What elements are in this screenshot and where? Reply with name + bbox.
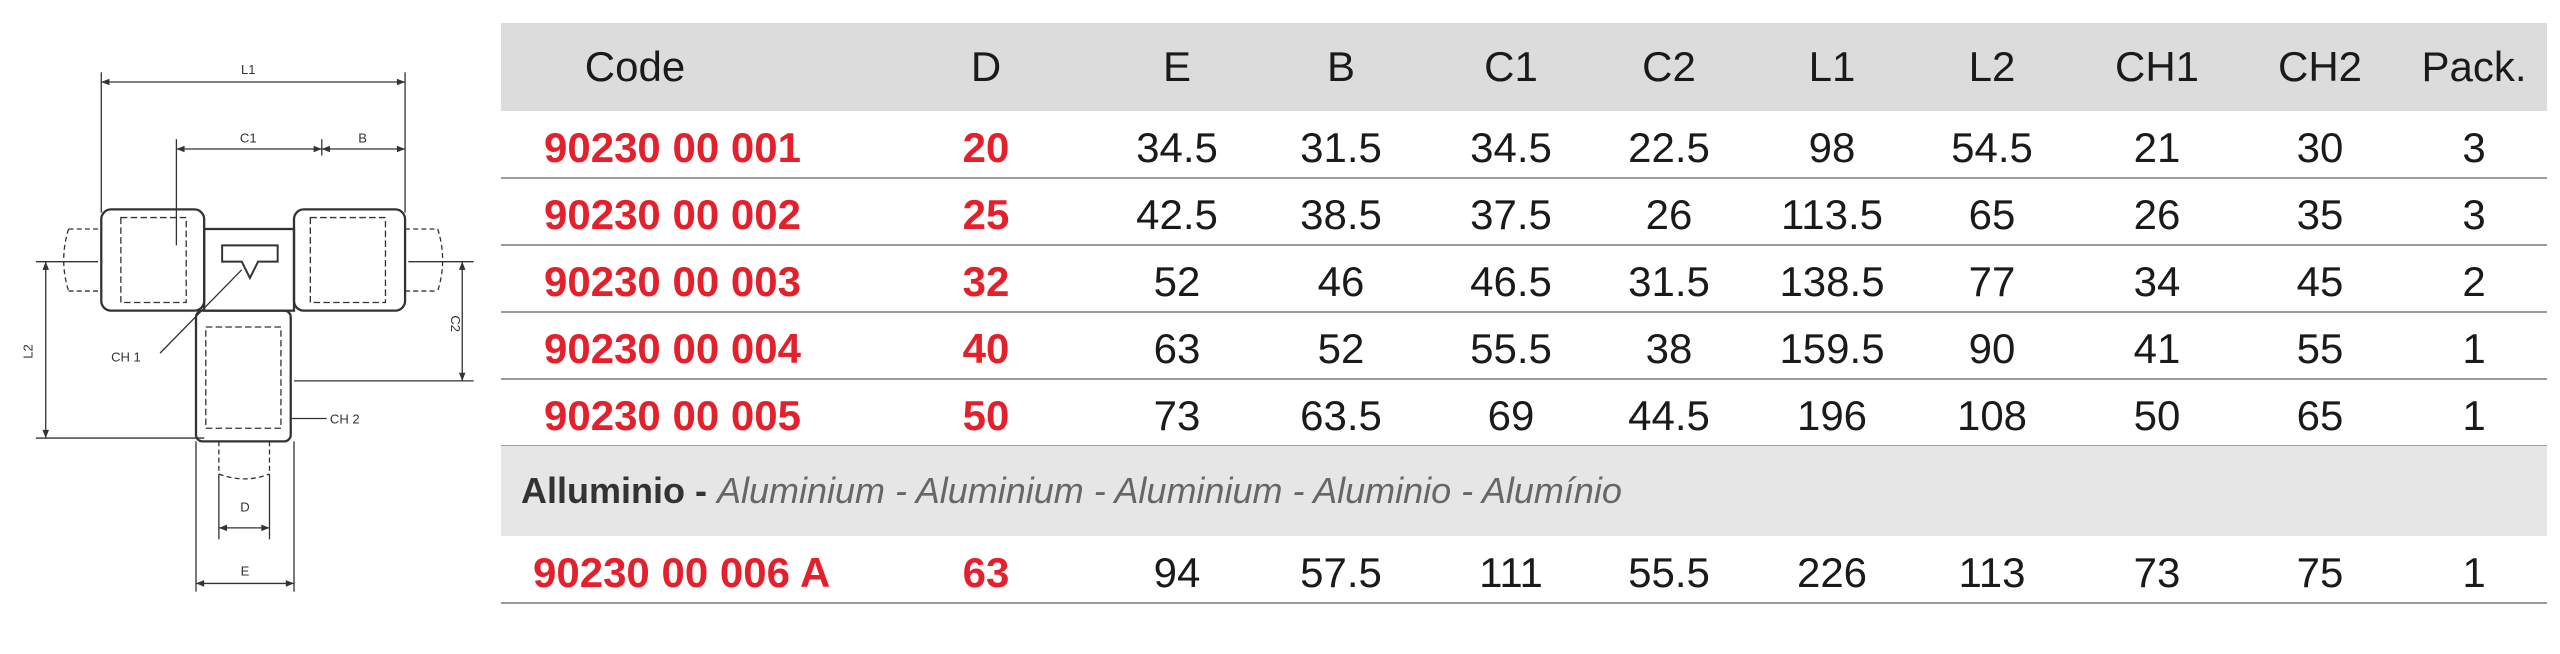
dim-label: C1 bbox=[240, 130, 257, 145]
table-cell: 52 bbox=[1153, 257, 1201, 305]
table-cell: 35 bbox=[2296, 190, 2344, 238]
product-code: 90230 00 006 A bbox=[533, 548, 831, 596]
table-cell: 46.5 bbox=[1470, 257, 1552, 305]
table-cell: 42.5 bbox=[1136, 190, 1218, 238]
table-cell: 52 bbox=[1317, 324, 1365, 372]
product-code: 90230 00 005 bbox=[544, 391, 801, 439]
column-header: L2 bbox=[1968, 43, 2016, 90]
table-cell: 44.5 bbox=[1628, 391, 1710, 439]
table-cell: 32 bbox=[962, 257, 1010, 305]
table-cell: 31.5 bbox=[1300, 123, 1382, 171]
table-cell: 21 bbox=[2133, 123, 2181, 171]
table-cell: 41 bbox=[2133, 324, 2181, 372]
row-rule bbox=[501, 602, 2547, 604]
table-cell: 38.5 bbox=[1300, 190, 1382, 238]
table-cell: 65 bbox=[2296, 391, 2344, 439]
table-cell: 65 bbox=[1968, 190, 2016, 238]
section-heading: Alluminio - Aluminium - Aluminium - Alum… bbox=[521, 470, 1622, 512]
table-cell: 226 bbox=[1796, 548, 1868, 596]
table-cell: 54.5 bbox=[1951, 123, 2033, 171]
table-cell: 159.5 bbox=[1779, 324, 1885, 372]
table-cell: 75 bbox=[2296, 548, 2344, 596]
table-cell: 37.5 bbox=[1470, 190, 1552, 238]
column-header: L1 bbox=[1808, 43, 1856, 90]
product-code: 90230 00 001 bbox=[544, 123, 801, 171]
table-cell: 138.5 bbox=[1779, 257, 1885, 305]
dim-label: B bbox=[358, 130, 367, 145]
table-cell: 55.5 bbox=[1628, 548, 1710, 596]
table-cell: 1 bbox=[2462, 324, 2486, 372]
fitting-drawing: L1 C1 B L2 C2 CH 1 CH 2 D E bbox=[21, 62, 474, 592]
table-cell: 113 bbox=[1958, 548, 2026, 596]
table-cell: 108 bbox=[1956, 391, 2028, 439]
material-name: Alluminio - bbox=[521, 470, 707, 511]
dim-label: CH 1 bbox=[111, 349, 141, 364]
table-cell: 73 bbox=[2133, 548, 2181, 596]
table-cell: 77 bbox=[1968, 257, 2016, 305]
table-cell: 25 bbox=[962, 190, 1010, 238]
table-cell: 40 bbox=[962, 324, 1010, 372]
table-cell: 69 bbox=[1487, 391, 1535, 439]
column-header: CH1 bbox=[2114, 43, 2200, 90]
table-cell: 50 bbox=[962, 391, 1010, 439]
column-header: E bbox=[1162, 43, 1192, 90]
table-cell: 38 bbox=[1645, 324, 1693, 372]
table-cell: 26 bbox=[1645, 190, 1693, 238]
table-cell: 34.5 bbox=[1470, 123, 1552, 171]
table-cell: 73 bbox=[1153, 391, 1201, 439]
table-cell: 20 bbox=[962, 123, 1010, 171]
table-cell: 3 bbox=[2462, 123, 2486, 171]
row-rule bbox=[501, 177, 2547, 179]
table-cell: 55.5 bbox=[1470, 324, 1552, 372]
table-cell: 63 bbox=[1153, 324, 1201, 372]
column-header: Pack. bbox=[2421, 43, 2527, 90]
column-header: Code bbox=[584, 43, 686, 90]
table-cell: 45 bbox=[2296, 257, 2344, 305]
table-cell: 30 bbox=[2296, 123, 2344, 171]
table-cell: 26 bbox=[2133, 190, 2181, 238]
column-header: C2 bbox=[1642, 43, 1696, 90]
table-cell: 3 bbox=[2462, 190, 2486, 238]
table-cell: 2 bbox=[2462, 257, 2486, 305]
dim-label: L2 bbox=[21, 344, 36, 359]
dim-label: L1 bbox=[241, 62, 256, 77]
row-rule bbox=[501, 378, 2547, 380]
dim-label: CH 2 bbox=[330, 411, 360, 426]
dim-label: C2 bbox=[448, 315, 463, 332]
column-header: D bbox=[970, 43, 1002, 90]
table-cell: 57.5 bbox=[1300, 548, 1382, 596]
product-code: 90230 00 002 bbox=[544, 190, 801, 238]
table-cell: 50 bbox=[2133, 391, 2181, 439]
table-cell: 63.5 bbox=[1300, 391, 1382, 439]
product-code: 90230 00 003 bbox=[544, 257, 801, 305]
table-cell: 1 bbox=[2462, 548, 2486, 596]
table-cell: 55 bbox=[2296, 324, 2344, 372]
table-cell: 34 bbox=[2133, 257, 2181, 305]
table-cell: 94 bbox=[1153, 548, 1201, 596]
table-cell: 63 bbox=[962, 548, 1010, 596]
table-cell: 90 bbox=[1968, 324, 2016, 372]
table-cell: 196 bbox=[1796, 391, 1868, 439]
column-header: CH2 bbox=[2277, 43, 2363, 90]
column-header: B bbox=[1326, 43, 1356, 90]
dim-label: E bbox=[241, 563, 250, 578]
row-rule bbox=[501, 311, 2547, 313]
material-translations: Aluminium - Aluminium - Aluminium - Alum… bbox=[717, 470, 1622, 511]
table-cell: 111 bbox=[1479, 548, 1543, 596]
product-code: 90230 00 004 bbox=[544, 324, 801, 372]
table-cell: 113.5 bbox=[1781, 190, 1883, 238]
table-cell: 46 bbox=[1317, 257, 1365, 305]
table-cell: 1 bbox=[2462, 391, 2486, 439]
table-cell: 22.5 bbox=[1628, 123, 1710, 171]
table-cell: 34.5 bbox=[1136, 123, 1218, 171]
header-band bbox=[501, 23, 2547, 111]
table-cell: 98 bbox=[1808, 123, 1856, 171]
dim-label: D bbox=[240, 500, 249, 515]
row-rule bbox=[501, 244, 2547, 246]
section-band bbox=[501, 446, 2547, 536]
column-header: C1 bbox=[1484, 43, 1538, 90]
table-cell: 31.5 bbox=[1628, 257, 1710, 305]
